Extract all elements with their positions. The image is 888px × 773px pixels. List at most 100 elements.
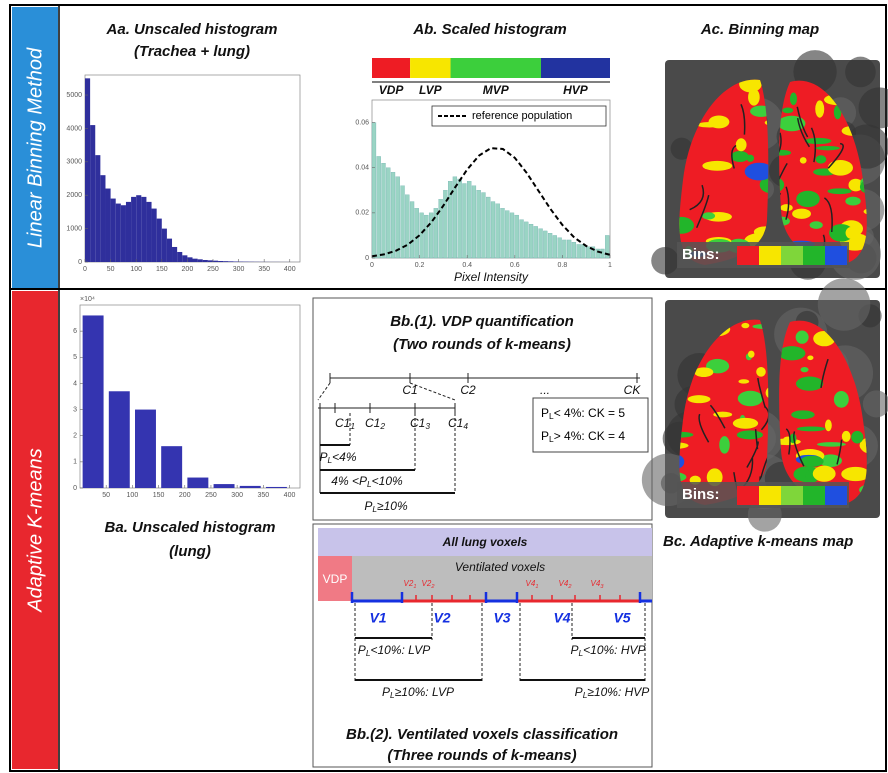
map-blob	[708, 115, 730, 129]
bar	[443, 190, 448, 259]
y-tick-label: 0	[78, 259, 82, 266]
text-part: < 4%: CK = 5	[554, 406, 626, 420]
text-part: P	[541, 429, 549, 443]
map-blob	[778, 346, 806, 361]
map-blob	[756, 366, 766, 377]
label: PL<10%: HVP	[570, 643, 645, 658]
text-part: ≥10%: LVP	[395, 685, 454, 699]
bar	[424, 214, 429, 259]
color-band	[410, 58, 451, 78]
map-vessel	[796, 106, 809, 138]
map-blob	[817, 442, 846, 447]
map-blob	[687, 395, 711, 404]
legend-swatch	[737, 246, 759, 265]
bar	[590, 246, 596, 259]
v-label: V1	[369, 610, 386, 626]
map-blob	[792, 208, 811, 219]
label: PL> 4%: CK = 4	[541, 429, 625, 444]
map-blob	[796, 190, 820, 208]
color-band	[540, 58, 610, 78]
map-blob	[789, 92, 798, 106]
legend-swatch	[759, 486, 781, 505]
text-part: <4%	[332, 450, 357, 464]
label: 4% <PL<10%	[331, 474, 403, 489]
bar	[136, 195, 142, 262]
bar	[414, 208, 419, 259]
map-vessel	[731, 144, 737, 169]
map-vessel	[696, 194, 710, 229]
x-tick-label: 100	[130, 266, 142, 273]
diagram-line	[409, 382, 456, 401]
map-blob	[741, 322, 750, 329]
text-part: L	[372, 504, 377, 514]
map-blob	[732, 417, 759, 429]
bar	[438, 199, 443, 259]
v-label: V2	[433, 610, 450, 626]
bar	[390, 172, 396, 259]
bar	[82, 315, 104, 488]
text-part: P	[541, 406, 549, 420]
bar	[505, 210, 510, 259]
bar	[500, 208, 505, 259]
map-blob	[796, 426, 826, 432]
bar	[381, 163, 386, 259]
text-part: P	[382, 685, 390, 699]
bar	[595, 248, 600, 259]
bar	[218, 260, 224, 262]
text-part: ≥10%	[377, 499, 408, 513]
map-texture	[651, 246, 679, 275]
center-label: ...	[540, 383, 550, 397]
axis-multiplier: ×10⁴	[80, 296, 95, 303]
map-blob	[824, 419, 832, 432]
map-texture	[845, 56, 876, 88]
panel-title: Bb.(2). Ventilated voxels classification	[346, 726, 618, 743]
x-tick-label: 350	[258, 266, 270, 273]
bar	[409, 201, 415, 259]
text-part: V2	[422, 579, 432, 588]
bar	[182, 255, 188, 262]
center-label: C1	[402, 383, 417, 397]
band-label: HVP	[563, 83, 589, 97]
y-tick-label: 5	[73, 354, 77, 361]
bar	[452, 176, 458, 259]
x-tick-label: 50	[102, 492, 110, 499]
map-blob	[782, 107, 794, 114]
bar	[187, 477, 209, 488]
panel-subtitle: (lung)	[169, 543, 211, 560]
map-vessel	[785, 428, 791, 455]
band-label: MVP	[483, 83, 510, 97]
map-blob	[730, 151, 749, 162]
v-label: V3	[493, 610, 510, 626]
text-part: 2	[430, 584, 435, 590]
map-blob	[791, 410, 815, 420]
bar	[600, 248, 605, 259]
diagram-line	[317, 382, 331, 401]
map-blob	[845, 226, 857, 239]
label: PL<10%: LVP	[358, 643, 430, 658]
map-blob	[807, 355, 814, 361]
text-part: C1	[365, 416, 380, 430]
map-blob	[859, 437, 867, 454]
y-tick-label: 0	[73, 485, 77, 492]
bar	[223, 261, 229, 262]
map-blob	[841, 430, 851, 442]
y-tick-label: 0.06	[355, 119, 369, 126]
y-tick-label: 1	[73, 459, 77, 466]
panel-title: Ab. Scaled histogram	[412, 21, 566, 38]
x-tick-label: 300	[233, 266, 245, 273]
bar	[481, 192, 486, 259]
map-vessel	[740, 103, 746, 135]
bar	[581, 244, 586, 259]
bar	[571, 242, 577, 259]
band-label: All lung voxels	[442, 535, 528, 549]
side-label: Adaptive K-means	[24, 448, 46, 612]
bar	[557, 237, 562, 259]
map-blob	[845, 196, 861, 206]
text-part: L	[578, 648, 583, 658]
bar	[395, 176, 400, 259]
y-tick-label: 3	[73, 406, 77, 413]
label: C14	[448, 416, 468, 431]
bar	[586, 246, 591, 259]
map-blob	[706, 468, 723, 487]
label: PL≥10%: HVP	[575, 685, 650, 700]
